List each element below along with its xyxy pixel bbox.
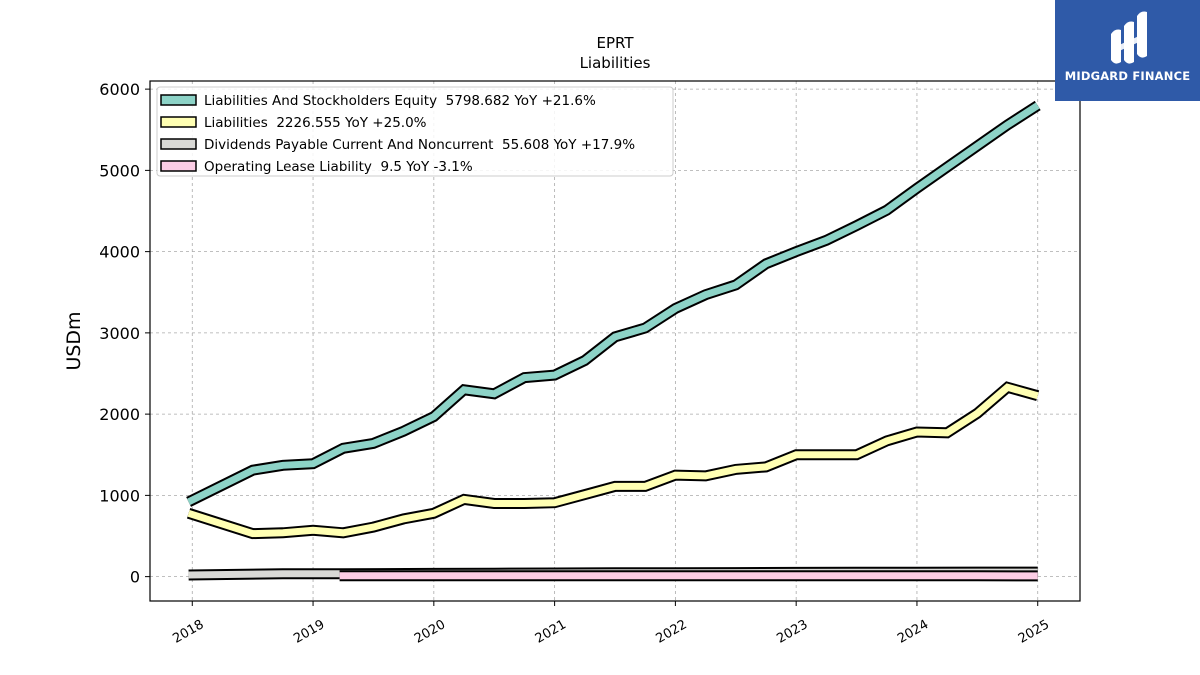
x-tick-label: 2023 bbox=[774, 617, 810, 647]
y-tick-label: 5000 bbox=[99, 161, 140, 180]
series-layer bbox=[186, 100, 1041, 582]
y-axis-label: USDm bbox=[63, 311, 85, 370]
legend-swatch bbox=[160, 116, 197, 128]
x-tick-label: 2022 bbox=[654, 617, 690, 647]
series-line bbox=[187, 102, 1040, 506]
y-tick-label: 1000 bbox=[99, 486, 140, 505]
legend-label: Operating Lease Liability 9.5 YoY -3.1% bbox=[204, 159, 473, 175]
x-tick-label: 2019 bbox=[291, 617, 327, 647]
y-tick-label: 2000 bbox=[99, 405, 140, 424]
x-tick-label: 2020 bbox=[412, 617, 448, 647]
legend-label: Liabilities 2226.555 YoY +25.0% bbox=[204, 115, 427, 131]
x-tick-label: 2021 bbox=[533, 617, 569, 647]
brand-logo: MIDGARD FINANCE bbox=[1055, 0, 1200, 101]
chart-title: EPRT bbox=[596, 34, 634, 52]
legend-label: Dividends Payable Current And Noncurrent… bbox=[204, 137, 635, 153]
x-tick-label: 2018 bbox=[170, 617, 206, 647]
x-tick-label: 2025 bbox=[1016, 617, 1052, 647]
legend-label: Liabilities And Stockholders Equity 5798… bbox=[204, 93, 596, 109]
series-line bbox=[187, 383, 1039, 538]
logo-text: MIDGARD FINANCE bbox=[1064, 69, 1191, 83]
y-tick-label: 0 bbox=[130, 568, 140, 587]
y-tick-label: 4000 bbox=[99, 243, 140, 262]
midgard-logo-icon bbox=[1111, 11, 1147, 64]
legend-swatch bbox=[160, 160, 197, 172]
chart-subtitle: Liabilities bbox=[580, 54, 651, 72]
plot-frame bbox=[149, 80, 1081, 602]
legend-swatch bbox=[160, 94, 197, 106]
legend-swatch bbox=[160, 138, 197, 150]
legend-box bbox=[156, 86, 674, 177]
y-tick-label: 6000 bbox=[99, 80, 140, 99]
x-tick-label: 2024 bbox=[895, 617, 931, 647]
legend: Liabilities And Stockholders Equity 5798… bbox=[156, 86, 674, 177]
y-tick-label: 3000 bbox=[99, 324, 140, 343]
